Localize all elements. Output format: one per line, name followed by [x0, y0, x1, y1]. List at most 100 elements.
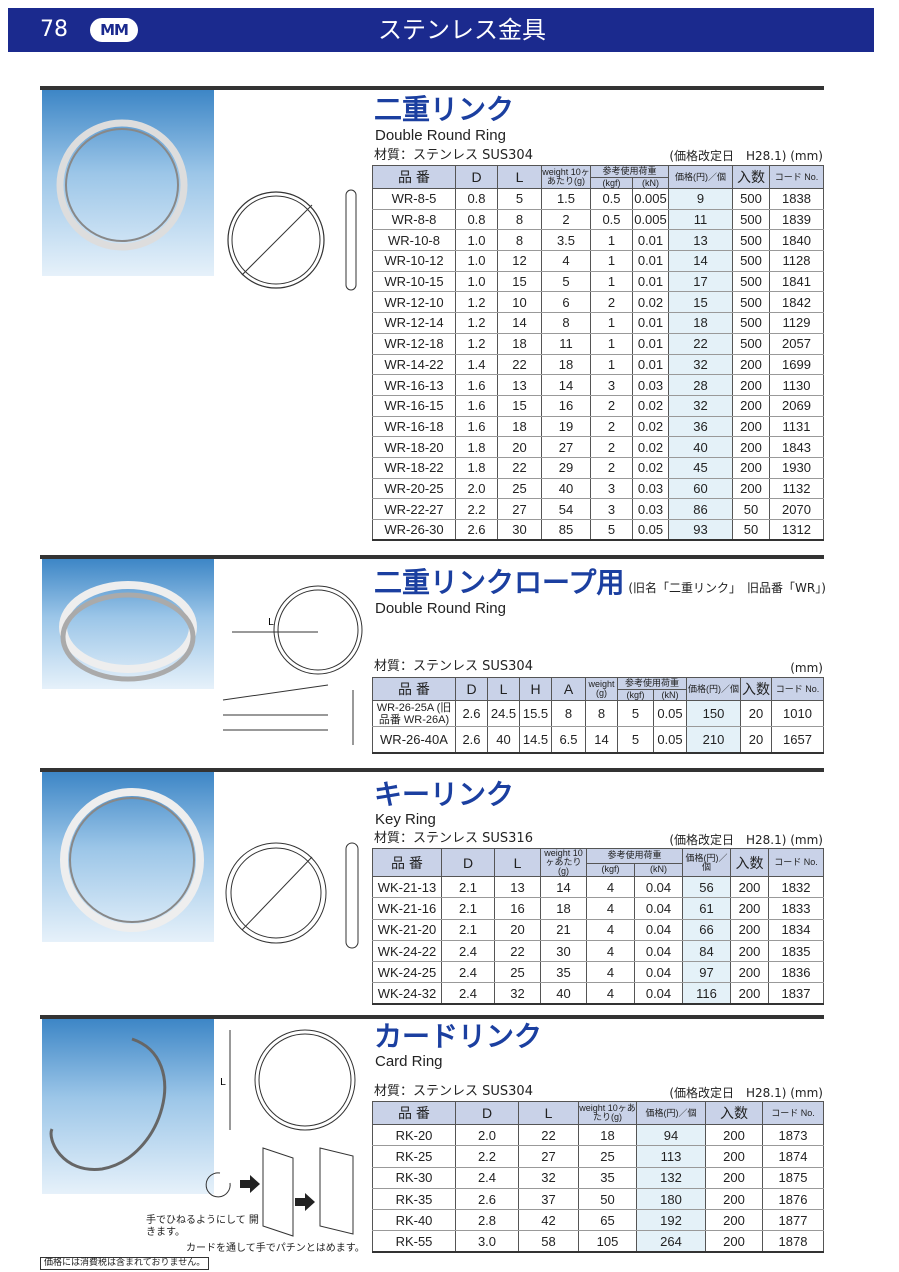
- column-header: 参考使用荷重: [617, 677, 687, 690]
- table-cell: 264: [636, 1230, 706, 1254]
- table-cell: 3: [590, 478, 633, 500]
- table-cell: 40: [668, 436, 733, 458]
- table-cell: 180: [636, 1188, 706, 1211]
- table-cell: 2: [590, 436, 633, 458]
- table-row: WR-8-8 0.8 8 2 0.5 0.005 11 500 1839: [372, 209, 824, 231]
- table-cell: 200: [705, 1188, 763, 1211]
- table-cell: 1839: [769, 209, 824, 231]
- table-cell: 3: [590, 498, 633, 520]
- table-cell: 37: [518, 1188, 579, 1211]
- title-note: (旧名「二重リンク」 旧品番「WR」): [628, 581, 826, 595]
- table-cell: 1.2: [455, 312, 498, 334]
- column-header: 入数: [730, 848, 769, 877]
- material: 材質：ステンレス SUS304: [374, 1084, 533, 1099]
- table-cell: 3: [590, 374, 633, 396]
- table-row: WR-12-18 1.2 18 11 1 0.01 22 500 2057: [372, 333, 824, 355]
- table-cell: 18: [497, 416, 542, 438]
- table-cell: 56: [682, 876, 731, 899]
- caption-open: 手でひねるようにして 開きます。: [146, 1215, 259, 1238]
- section-divider: [40, 86, 824, 90]
- table-cell: 1876: [762, 1188, 824, 1211]
- table-cell: 1130: [769, 374, 824, 396]
- table-row: WR-18-20 1.8 20 27 2 0.02 40 200 1843: [372, 436, 824, 458]
- table-cell: 1: [590, 250, 633, 272]
- table-cell: 500: [732, 229, 770, 252]
- table-cell: 1.8: [455, 436, 498, 458]
- table-cell: 1833: [768, 897, 824, 920]
- table-cell: 2.1: [441, 897, 495, 920]
- table-cell: 18: [497, 333, 542, 355]
- table-cell: 18: [578, 1124, 637, 1147]
- table-cell: WK-21-13: [372, 876, 442, 899]
- table-cell: 66: [682, 919, 731, 941]
- table-cell: 32: [668, 354, 733, 376]
- table-cell: 25: [497, 478, 542, 500]
- table-cell: 0.03: [632, 498, 669, 520]
- table-row: WR-10-12 1.0 12 4 1 0.01 14 500 1128: [372, 250, 824, 272]
- table-cell: 200: [730, 919, 769, 941]
- table-row: RK-30 2.4 32 35 132 200 1875: [372, 1167, 824, 1189]
- table-cell: 14: [540, 876, 587, 899]
- table-cell: WK-24-25: [372, 961, 442, 984]
- table-cell: 0.01: [632, 312, 669, 334]
- table-cell: 20: [740, 700, 772, 727]
- table-cell: 40: [541, 478, 591, 500]
- table-row: WK-21-13 2.1 13 14 4 0.04 56 200 1832: [372, 876, 824, 899]
- section-subtitle: Double Round Ring: [375, 600, 506, 617]
- table-cell: 40: [540, 982, 587, 1006]
- section-subtitle: Card Ring: [375, 1053, 443, 1070]
- table-cell: 11: [668, 209, 733, 231]
- table-cell: 0.04: [634, 982, 683, 1006]
- table-cell: 15.5: [519, 700, 552, 727]
- table-cell: 86: [668, 498, 733, 520]
- card-ring-usage-diagram: [205, 1147, 354, 1237]
- table-cell: 2.4: [441, 961, 495, 984]
- table-cell: WR-22-27: [372, 498, 456, 520]
- table-cell: 1.2: [455, 291, 498, 314]
- table-cell: 18: [668, 312, 733, 334]
- table-cell: 200: [705, 1230, 763, 1254]
- table-cell: 10: [497, 291, 542, 314]
- table-cell: 200: [732, 478, 770, 500]
- table-cell: 4: [586, 982, 635, 1006]
- table-cell: WR-26-40A: [372, 726, 456, 754]
- table-row: WR-20-25 2.0 25 40 3 0.03 60 200 1132: [372, 478, 824, 500]
- table-cell: 65: [578, 1209, 637, 1232]
- table-cell: 1930: [769, 457, 824, 479]
- unit-note: (mm): [790, 661, 823, 675]
- table-cell: 0.01: [632, 333, 669, 355]
- table-cell: 1657: [771, 726, 824, 754]
- table-cell: 200: [732, 395, 770, 417]
- table-cell: 13: [494, 876, 541, 899]
- table-cell: 1: [590, 229, 633, 252]
- table-cell: RK-35: [372, 1188, 456, 1211]
- table-cell: 0.05: [632, 519, 669, 542]
- section-divider: [40, 1015, 824, 1019]
- table-cell: WK-24-32: [372, 982, 442, 1006]
- table-cell: 0.03: [632, 478, 669, 500]
- table-row: RK-40 2.8 42 65 192 200 1877: [372, 1209, 824, 1232]
- column-header: L: [518, 1101, 579, 1125]
- table-cell: 2.2: [455, 1145, 519, 1168]
- column-header: weight 10ヶあたり(g): [540, 848, 587, 877]
- page-title: ステンレス金具: [378, 16, 546, 44]
- table-cell: WR-8-5: [372, 188, 456, 210]
- table-cell: 105: [578, 1230, 637, 1254]
- table-cell: 2.6: [455, 519, 498, 542]
- table-cell: 2070: [769, 498, 824, 520]
- table-cell: WR-18-20: [372, 436, 456, 458]
- table-cell: RK-40: [372, 1209, 456, 1232]
- table-row: WR-16-18 1.6 18 19 2 0.02 36 200 1131: [372, 416, 824, 438]
- table-cell: 0.05: [653, 700, 687, 727]
- table-cell: 3.5: [541, 229, 591, 252]
- table-cell: WR-8-8: [372, 209, 456, 231]
- table-cell: 200: [730, 961, 769, 984]
- table-row: WR-26-25A (旧品番 WR-26A) 2.6 24.5 15.5 8 8 5 0.05…: [372, 700, 824, 727]
- table-cell: 12: [497, 250, 542, 272]
- section-title: 二重リンク: [374, 93, 515, 126]
- table-cell: 8: [585, 700, 618, 727]
- table-cell: 5: [617, 726, 654, 754]
- table-row: WR-26-30 2.6 30 85 5 0.05 93 50 1312: [372, 519, 824, 542]
